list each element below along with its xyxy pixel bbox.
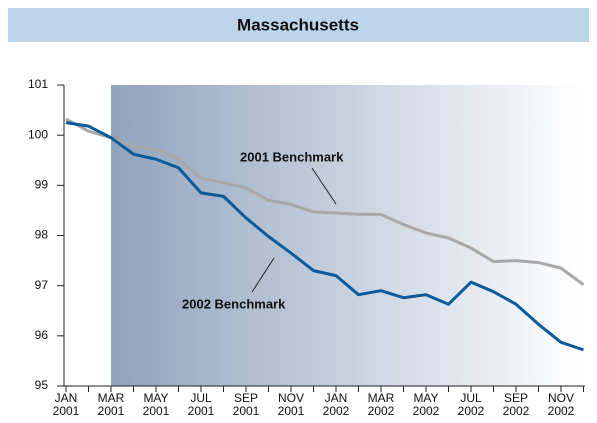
leader-line xyxy=(251,257,275,293)
x-tick-label: MAY 2002 xyxy=(412,391,440,418)
y-tick-label: 96 xyxy=(35,328,49,342)
x-tick-label: NOV 2002 xyxy=(547,391,575,418)
x-tick-label: SEP 2001 xyxy=(232,391,260,418)
y-tick-label: 99 xyxy=(35,178,49,192)
series-label: 2002 Benchmark xyxy=(182,296,286,311)
x-tick-label: JAN 2001 xyxy=(52,391,80,418)
y-tick-label: 100 xyxy=(28,127,48,141)
chart-title: Massachusetts xyxy=(237,15,359,34)
series-line xyxy=(65,121,584,352)
x-tick-label: MAY 2001 xyxy=(142,391,170,418)
y-tick-label: 101 xyxy=(28,77,48,91)
series-label: 2001 Benchmark xyxy=(240,149,344,164)
x-tick-label: JUL 2001 xyxy=(187,391,215,418)
y-tick-label: 98 xyxy=(35,228,49,242)
y-tick-label: 97 xyxy=(35,278,49,292)
x-tick-label: JAN 2002 xyxy=(322,391,350,418)
x-tick-label: MAR 2002 xyxy=(367,391,395,418)
x-tick-label: NOV 2001 xyxy=(277,391,305,418)
x-tick-label: MAR 2001 xyxy=(97,391,125,418)
x-tick-label: SEP 2002 xyxy=(502,391,530,418)
shaded-region xyxy=(111,85,583,386)
leader-line xyxy=(311,167,337,205)
title-banner xyxy=(8,8,589,42)
y-tick-label: 95 xyxy=(35,378,49,392)
x-tick-label: JUL 2002 xyxy=(457,391,485,418)
series-line xyxy=(65,117,585,286)
